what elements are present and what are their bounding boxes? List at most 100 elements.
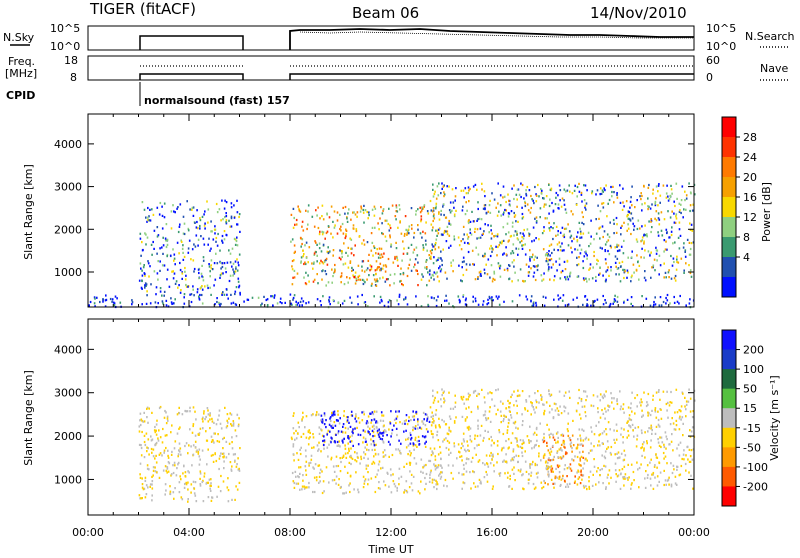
power-cell <box>649 304 652 307</box>
power-cell <box>396 299 398 302</box>
velocity-cell <box>372 431 375 434</box>
velocity-cell <box>536 476 539 479</box>
velocity-cell <box>524 450 526 453</box>
velocity-cell <box>309 436 311 439</box>
velocity-cell <box>309 461 312 464</box>
velocity-cell <box>293 412 295 415</box>
velocity-cell <box>641 431 643 435</box>
power-cell <box>514 271 516 274</box>
power-cell <box>540 188 542 191</box>
power-cell <box>498 210 500 213</box>
velocity-cell <box>598 440 600 443</box>
velocity-cell <box>189 406 191 409</box>
power-cell <box>415 213 417 216</box>
velocity-cell <box>420 470 422 473</box>
power-cell <box>406 230 409 233</box>
velocity-cell <box>528 440 531 443</box>
power-cell <box>501 240 503 243</box>
power-cell <box>627 256 629 259</box>
velocity-cell <box>689 460 692 463</box>
power-cell <box>333 210 336 213</box>
power-cell <box>640 256 642 259</box>
power-cell <box>184 270 186 273</box>
velocity-cell <box>412 429 414 432</box>
power-cell <box>382 208 385 211</box>
power-cell <box>174 211 176 214</box>
velocity-cell <box>479 480 482 483</box>
power-cell <box>430 209 433 212</box>
velocity-cell <box>367 464 369 467</box>
power-cell <box>159 247 161 250</box>
power-cell <box>641 194 643 198</box>
power-cell <box>506 269 509 272</box>
power-cell <box>616 196 619 199</box>
velocity-cell <box>232 424 235 427</box>
power-cell <box>458 264 460 267</box>
velocity-cell <box>179 475 181 478</box>
power-cell <box>162 236 164 239</box>
velocity-cell <box>580 455 583 458</box>
velocity-cell <box>409 470 411 473</box>
power-cell <box>356 211 359 214</box>
power-cell <box>221 265 224 269</box>
velocity-cell <box>558 475 561 478</box>
xaxis-tick-label: 00:00 <box>72 526 104 539</box>
velocity-cell <box>325 466 328 469</box>
velocity-cell <box>501 447 503 450</box>
power-cell <box>620 233 622 236</box>
power-cell <box>383 304 386 307</box>
power-cell <box>229 225 231 228</box>
velocity-ytick-label: 2000 <box>54 430 82 443</box>
velocity-cell <box>313 446 315 449</box>
velocity-cell <box>332 426 334 429</box>
power-cell <box>517 220 519 223</box>
power-colorbar-swatch <box>722 257 736 278</box>
velocity-cell <box>192 444 195 447</box>
power-cell <box>685 194 688 197</box>
velocity-cell <box>142 488 145 491</box>
velocity-cell <box>551 408 553 411</box>
velocity-cell <box>682 422 684 425</box>
velocity-cell <box>147 438 150 441</box>
velocity-cell <box>166 417 169 420</box>
power-cell <box>151 208 153 211</box>
velocity-cell <box>349 482 351 485</box>
velocity-cell <box>172 464 174 467</box>
power-cell <box>437 194 440 197</box>
power-cell <box>328 298 330 302</box>
velocity-cell <box>439 426 441 429</box>
power-cell <box>369 264 372 267</box>
power-cell <box>549 259 551 262</box>
power-cell <box>341 250 343 253</box>
velocity-cell <box>146 464 149 467</box>
velocity-cell <box>205 415 207 419</box>
power-cell <box>346 220 349 223</box>
velocity-cell <box>198 455 201 458</box>
velocity-cell <box>605 410 607 413</box>
power-cell <box>535 194 538 197</box>
power-cell <box>429 250 432 253</box>
power-cell <box>202 279 205 282</box>
power-cell <box>153 247 155 250</box>
velocity-cell <box>564 464 566 467</box>
power-cell <box>646 233 648 236</box>
power-cell <box>490 298 493 301</box>
velocity-cell <box>511 393 513 396</box>
power-cell <box>211 268 214 271</box>
velocity-cell <box>207 409 209 412</box>
power-cell <box>531 256 533 259</box>
power-cell <box>524 253 527 256</box>
power-cell <box>187 251 190 254</box>
velocity-cell <box>556 476 558 479</box>
power-cell <box>427 212 430 215</box>
velocity-cell <box>622 459 625 462</box>
power-cell <box>102 300 104 303</box>
power-cell <box>222 218 224 221</box>
power-cell <box>229 252 232 255</box>
velocity-cell <box>347 435 349 438</box>
power-cell <box>307 223 309 226</box>
power-cell <box>449 244 452 247</box>
power-cell <box>307 301 310 304</box>
power-cell <box>612 302 614 305</box>
velocity-cell <box>470 410 473 414</box>
